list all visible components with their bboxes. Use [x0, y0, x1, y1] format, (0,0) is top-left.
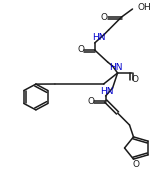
Text: OH: OH	[137, 3, 151, 12]
Text: O: O	[87, 96, 94, 106]
Text: HN: HN	[109, 64, 122, 73]
Text: HN: HN	[100, 87, 113, 96]
Text: O: O	[77, 45, 84, 54]
Text: O: O	[132, 75, 139, 85]
Text: O: O	[133, 160, 140, 169]
Text: O: O	[100, 12, 107, 22]
Text: HN: HN	[92, 33, 105, 43]
